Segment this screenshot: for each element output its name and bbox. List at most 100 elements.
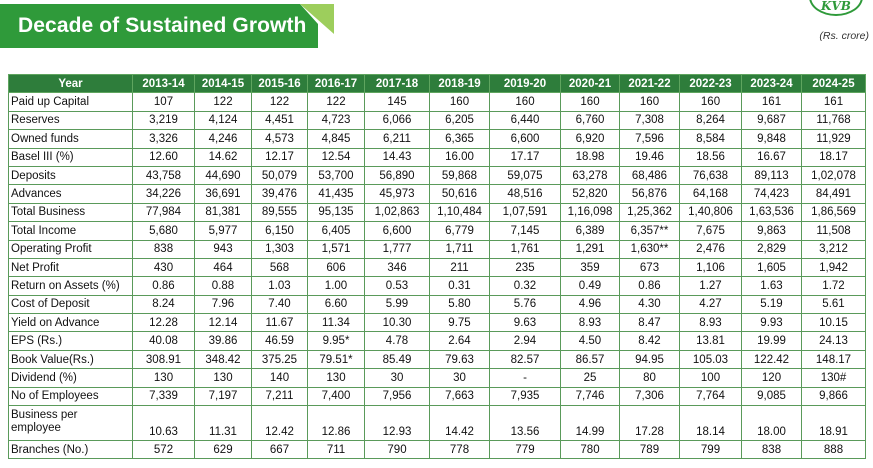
table-cell: 799 <box>679 440 742 460</box>
growth-table: Year 2013-14 2014-15 2015-16 2016-17 2017-18 2… <box>8 73 866 460</box>
table-cell: 5.76 <box>489 294 561 315</box>
table-cell: 838 <box>741 440 802 460</box>
table-cell: 838 <box>132 239 195 259</box>
table-row: Advances 34,226 36,691 39,476 41,435 45,973 50… <box>8 184 866 204</box>
table-cell: 11,508 <box>801 221 866 241</box>
table-row: Owned funds 3,326 4,246 4,573 4,845 6,211 6,36… <box>8 129 866 149</box>
table-row: Net Profit 430 464 568 606 346 211 235 359 673 1,1… <box>8 257 866 278</box>
row-label: Yield on Advance <box>8 313 133 333</box>
table-cell: 1,16,098 <box>560 202 620 223</box>
table-cell: 2.94 <box>489 331 561 351</box>
table-cell: 235 <box>489 257 561 278</box>
table-cell: 6,440 <box>489 110 561 131</box>
table-cell: 14.42 <box>429 405 490 442</box>
table-cell: 1.00 <box>307 276 365 296</box>
table-cell: 1,86,569 <box>801 202 866 223</box>
table-cell: 1.72 <box>801 276 866 296</box>
table-cell: 1,106 <box>679 257 742 278</box>
table-cell: - <box>489 368 561 388</box>
table-cell: 4,124 <box>194 110 252 131</box>
table-cell: 348.42 <box>194 349 252 370</box>
table-cell: 30 <box>429 368 490 388</box>
table-cell: 11,929 <box>801 129 866 149</box>
row-label: No of Employees <box>8 386 133 407</box>
row-label: Branches (No.) <box>8 440 133 460</box>
table-cell: 12.54 <box>307 147 365 167</box>
table-cell: 7,308 <box>619 110 680 131</box>
table-cell: 1,711 <box>429 239 490 259</box>
table-cell: 6,600 <box>489 129 561 149</box>
table-cell: 161 <box>741 92 802 112</box>
table-row: Operating Profit 838 943 1,303 1,571 1,777 1,7… <box>8 239 866 259</box>
table-cell: 18.56 <box>679 147 742 167</box>
table-cell: 7,935 <box>489 386 561 407</box>
table-cell: 711 <box>307 440 365 460</box>
table-cell: 4,573 <box>251 129 308 149</box>
table-cell: 9.63 <box>489 313 561 333</box>
table-cell: 18.98 <box>560 147 620 167</box>
table-cell: 12.86 <box>307 405 365 442</box>
table-cell: 46.59 <box>251 331 308 351</box>
table-cell: 1,10,484 <box>429 202 490 223</box>
table-row: Reserves 3,219 4,124 4,451 4,723 6,066 6,205 6,… <box>8 110 866 131</box>
table-cell: 10.15 <box>801 313 866 333</box>
table-cell: 673 <box>619 257 680 278</box>
table-cell: 8.93 <box>560 313 620 333</box>
table-cell: 84,491 <box>801 184 866 204</box>
table-cell: 0.31 <box>429 276 490 296</box>
table-cell: 16.00 <box>429 147 490 167</box>
table-cell: 12.42 <box>251 405 308 442</box>
table-cell: 6,920 <box>560 129 620 149</box>
table-cell: 1,40,806 <box>679 202 742 223</box>
table-cell: 6,760 <box>560 110 620 131</box>
table-cell: 148.17 <box>801 349 866 370</box>
table-cell: 10.30 <box>364 313 430 333</box>
table-cell: 1,02,863 <box>364 202 430 223</box>
table-cell: 7,197 <box>194 386 252 407</box>
table-cell: 12.17 <box>251 147 308 167</box>
table-cell: 140 <box>251 368 308 388</box>
table-cell: 50,079 <box>251 165 308 186</box>
table-cell: 308.91 <box>132 349 195 370</box>
table-cell: 1.03 <box>251 276 308 296</box>
column-header-2020-21: 2020-21 <box>560 73 620 94</box>
row-label: Advances <box>8 184 133 204</box>
table-cell: 430 <box>132 257 195 278</box>
table-cell: 11.31 <box>194 405 252 442</box>
title-banner <box>0 4 318 48</box>
table-cell: 52,820 <box>560 184 620 204</box>
table-cell: 3,212 <box>801 239 866 259</box>
table-cell: 13.56 <box>489 405 561 442</box>
table-cell: 36,691 <box>194 184 252 204</box>
table-cell: 7,746 <box>560 386 620 407</box>
table-cell: 24.13 <box>801 331 866 351</box>
table-cell: 145 <box>364 92 430 112</box>
table-cell: 86.57 <box>560 349 620 370</box>
table-row: Total Income 5,680 5,977 6,150 6,405 6,600 6,7… <box>8 221 866 241</box>
table-row: Return on Assets (%) 0.86 0.88 1.03 1.00 0.53… <box>8 276 866 296</box>
table-cell: 13.81 <box>679 331 742 351</box>
table-cell: 6.60 <box>307 294 365 315</box>
table-cell: 11.67 <box>251 313 308 333</box>
column-header-2023-24: 2023-24 <box>741 73 802 94</box>
table-cell: 53,700 <box>307 165 365 186</box>
table-cell: 17.28 <box>619 405 680 442</box>
table-cell: 375.25 <box>251 349 308 370</box>
row-label: Dividend (%) <box>8 368 133 388</box>
table-cell: 7,145 <box>489 221 561 241</box>
table-cell: 39.86 <box>194 331 252 351</box>
table-cell: 3,219 <box>132 110 195 131</box>
table-cell: 8,264 <box>679 110 742 131</box>
table-cell: 160 <box>679 92 742 112</box>
column-header-2013-14: 2013-14 <box>132 73 195 94</box>
table-row: Business per employee 10.63 11.31 12.42 12.8… <box>8 405 866 442</box>
table-cell: 8.47 <box>619 313 680 333</box>
table-cell: 19.99 <box>741 331 802 351</box>
table-cell: 8,584 <box>679 129 742 149</box>
table-header-row: Year 2013-14 2014-15 2015-16 2016-17 2017-18 2… <box>8 73 866 94</box>
table-cell: 1,25,362 <box>619 202 680 223</box>
table-cell: 0.32 <box>489 276 561 296</box>
table-cell: 0.88 <box>194 276 252 296</box>
table-cell: 34,226 <box>132 184 195 204</box>
table-cell: 89,555 <box>251 202 308 223</box>
